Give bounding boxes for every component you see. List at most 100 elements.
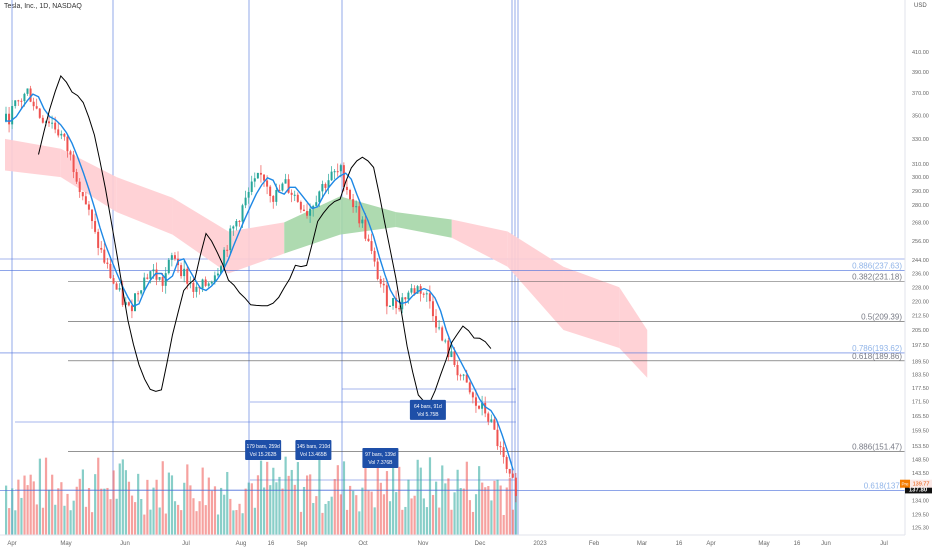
candle-body: [118, 288, 121, 290]
volume-bar: [35, 504, 38, 535]
volume-bar: [112, 470, 115, 535]
candle-body: [26, 88, 29, 94]
volume-bar: [474, 494, 478, 535]
candle-body: [361, 219, 364, 224]
volume-bar: [152, 487, 155, 535]
volume-bar: [284, 456, 287, 535]
candle-body: [447, 340, 450, 358]
candle-body: [296, 194, 299, 202]
volume-bar: [447, 478, 450, 535]
volume-bar: [134, 502, 137, 535]
candle-body: [17, 100, 20, 102]
candle-body: [84, 196, 87, 205]
candle-body: [167, 259, 170, 274]
volume-bar: [413, 495, 416, 535]
candle-body: [180, 265, 183, 277]
candle-body: [333, 171, 336, 173]
candle-body: [511, 473, 514, 478]
volume-bar: [195, 511, 198, 535]
candle-body: [170, 255, 173, 260]
candle-body: [462, 374, 465, 376]
candle-body: [481, 402, 484, 409]
candle-body: [493, 419, 496, 430]
price-tick-label: 189.50: [912, 360, 929, 366]
time-tick-label: May: [758, 541, 769, 547]
current-price-badge: [905, 485, 932, 494]
candle-body: [306, 211, 309, 216]
volume-bar: [266, 461, 269, 535]
candle-body: [121, 288, 124, 305]
volume-bar: [385, 471, 389, 535]
volume-bar: [198, 501, 201, 535]
volume-bar: [514, 489, 518, 535]
time-tick-label: Jun: [821, 541, 831, 547]
volume-bar: [11, 488, 14, 535]
volume-bar: [269, 485, 272, 535]
candle-body: [478, 405, 481, 409]
candle-body: [152, 269, 155, 272]
candle-body: [456, 364, 459, 376]
volume-bar: [207, 477, 210, 535]
candle-body: [487, 413, 490, 422]
kumo-segment: [507, 231, 564, 330]
candle-body: [345, 186, 348, 190]
volume-bar: [8, 508, 11, 535]
candle-body: [100, 247, 103, 250]
candle-body: [256, 172, 259, 179]
volume-bar: [299, 511, 303, 535]
candle-body: [20, 100, 23, 102]
volume-bar: [57, 488, 60, 535]
candle-body: [11, 106, 14, 125]
volume-bar: [140, 498, 143, 535]
volume-bar: [106, 487, 109, 535]
volume-bar: [490, 500, 493, 535]
volume-bar: [213, 486, 217, 535]
time-tick-label: May: [60, 541, 71, 547]
candle-body: [321, 184, 324, 192]
volume-bar: [238, 503, 241, 535]
volume-bar: [69, 510, 72, 535]
kumo-segment: [228, 222, 285, 274]
candle-body: [149, 271, 152, 279]
measure-box-bars: 64 bars, 91d: [414, 404, 442, 410]
time-tick-label: 2023: [533, 541, 547, 547]
measure-box[interactable]: [409, 399, 446, 420]
candle-body: [232, 226, 235, 229]
candle-body: [66, 136, 69, 152]
candle-body: [468, 382, 471, 393]
volume-bar: [508, 477, 511, 535]
candle-body: [204, 279, 207, 286]
volume-bar: [315, 496, 318, 535]
candle-body: [60, 133, 63, 136]
candle-body: [130, 305, 133, 312]
candle-body: [216, 273, 219, 276]
candle-body: [275, 190, 278, 202]
candle-body: [327, 180, 330, 188]
volume-bar: [339, 494, 343, 535]
measure-box[interactable]: [245, 440, 282, 461]
measure-box[interactable]: [362, 448, 399, 469]
candle-body: [103, 249, 106, 263]
candle-body: [450, 351, 453, 358]
candle-body: [32, 101, 35, 107]
volume-bar: [324, 503, 327, 535]
vertical-drawing-lines: [0, 0, 905, 535]
volume-bar: [94, 474, 97, 535]
price-tick-label: 165.50: [912, 414, 929, 420]
volume-bar: [229, 498, 232, 535]
volume-bar: [51, 474, 54, 535]
volume-bar: [364, 460, 367, 535]
volume-bar: [192, 498, 195, 535]
candle-body: [115, 283, 118, 290]
measure-box[interactable]: [295, 440, 332, 461]
symbol-title: Tesla, Inc., 1D, NASDAQ: [4, 3, 82, 10]
candle-body: [315, 202, 318, 206]
time-tick-label: Apr: [7, 541, 16, 547]
volume-bar: [263, 487, 266, 535]
volume-bar: [66, 493, 69, 535]
volume-bar: [376, 463, 379, 535]
volume-bar: [41, 507, 45, 535]
candle-body: [137, 293, 140, 295]
price-tick-label: 410.00: [912, 50, 929, 56]
